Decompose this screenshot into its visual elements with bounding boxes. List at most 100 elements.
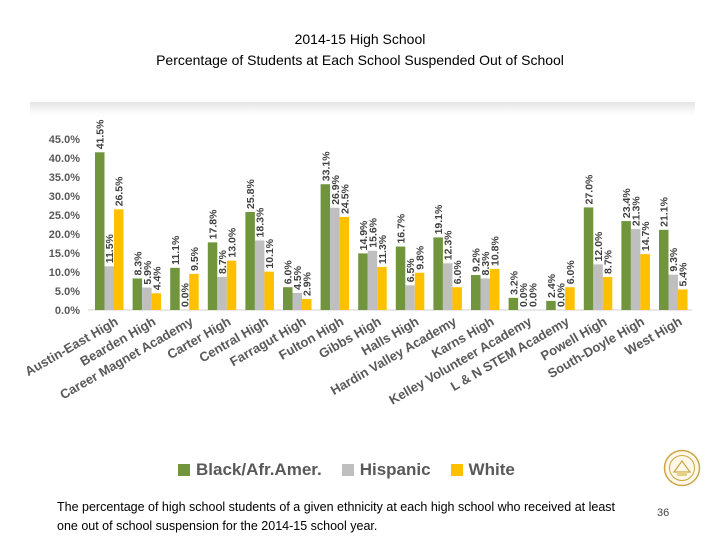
data-label: 4.4%: [151, 266, 163, 291]
bar: [433, 237, 443, 310]
bar: [471, 275, 481, 310]
chart-legend: Black/Afr.Amer. Hispanic White: [178, 460, 535, 480]
bar: [565, 287, 575, 310]
data-label: 18.3%: [255, 207, 267, 237]
data-label: 11.5%: [104, 233, 116, 263]
legend-item-black: Black/Afr.Amer.: [178, 460, 322, 480]
y-tick-label: 40.0%: [49, 153, 80, 165]
bar: [593, 264, 603, 310]
bar: [245, 211, 255, 310]
bar: [292, 292, 302, 310]
data-label: 11.3%: [377, 234, 389, 264]
bar: [546, 300, 556, 310]
header-divider: [30, 102, 695, 116]
data-label: 17.8%: [208, 209, 220, 239]
bar: [207, 242, 218, 310]
data-label: 0.0%: [555, 282, 567, 307]
data-label: 5.4%: [678, 262, 690, 287]
legend-swatch-black: [178, 464, 190, 476]
data-label: 24.5%: [339, 183, 351, 213]
bar: [452, 287, 462, 310]
data-label: 4.5%: [292, 265, 304, 290]
data-label: 41.5%: [95, 119, 107, 149]
legend-item-hispanic: Hispanic: [341, 460, 431, 480]
bar: [405, 285, 415, 310]
data-label: 14.9%: [358, 220, 370, 250]
bar: [490, 268, 500, 310]
legend-label-white: White: [468, 460, 515, 479]
bar: [95, 152, 105, 310]
y-tick-label: 35.0%: [49, 172, 80, 184]
school-district-seal-icon: [663, 449, 701, 492]
y-tick-label: 45.0%: [49, 134, 80, 146]
data-label: 6.0%: [283, 260, 295, 285]
bar: [583, 207, 594, 310]
bar-chart: 0.0% 5.0% 10.0% 15.0% 20.0% 25.0% 30.0% 35.0% 40…: [22, 119, 692, 408]
data-label: 5.9%: [142, 260, 154, 285]
data-label: 6.5%: [405, 258, 417, 283]
bar: [170, 267, 180, 310]
legend-swatch-white: [450, 464, 463, 476]
data-label: 33.1%: [320, 151, 332, 181]
data-label: 19.1%: [433, 204, 445, 234]
legend-item-white: White: [450, 460, 515, 480]
data-label: 2.9%: [302, 271, 314, 296]
bar: [367, 250, 378, 310]
data-label: 27.0%: [584, 174, 596, 204]
data-label: 0.0%: [179, 282, 191, 307]
bar: [508, 297, 519, 310]
bar: [283, 287, 293, 310]
bar: [659, 229, 669, 310]
data-label: 15.6%: [367, 217, 379, 247]
data-label: 8.3%: [132, 251, 144, 276]
bar: [226, 260, 237, 310]
y-tick-label: 10.0%: [49, 267, 80, 279]
data-label: 6.0%: [452, 260, 464, 285]
bar: [320, 184, 331, 310]
y-tick-label: 15.0%: [49, 248, 80, 260]
bar: [630, 229, 641, 310]
legend-label-black: Black/Afr.Amer.: [196, 460, 322, 479]
bar: [302, 298, 312, 310]
bar: [264, 271, 274, 310]
chart-title-line-1: 2014-15 High School: [294, 31, 426, 47]
data-label: 6.0%: [565, 260, 577, 285]
bar: [104, 266, 114, 310]
data-label: 8.7%: [603, 249, 615, 274]
legend-label-hispanic: Hispanic: [359, 460, 431, 479]
data-label: 13.0%: [227, 227, 239, 257]
bar: [602, 276, 613, 310]
data-label: 11.1%: [170, 235, 182, 265]
data-label: 8.3%: [480, 251, 492, 276]
data-label: 23.4%: [621, 188, 633, 218]
data-label: 16.7%: [396, 213, 408, 243]
bar: [480, 278, 490, 310]
data-label: 3.2%: [508, 270, 520, 295]
data-label: 9.2%: [471, 247, 483, 272]
data-label: 10.8%: [490, 236, 502, 266]
data-label: 12.3%: [443, 230, 455, 260]
data-label: 9.3%: [668, 247, 680, 272]
data-label: 0.0%: [518, 282, 530, 307]
data-label: 14.7%: [640, 221, 652, 251]
data-label: 9.5%: [189, 246, 201, 271]
data-label: 21.1%: [659, 196, 671, 226]
bar: [414, 272, 425, 310]
bar: [621, 221, 631, 310]
bar: [151, 293, 162, 310]
slide-caption: The percentage of high school students o…: [57, 500, 615, 533]
bar: [339, 216, 350, 310]
data-label: 9.8%: [415, 245, 427, 270]
bar: [114, 209, 124, 310]
data-label: 12.0%: [593, 231, 605, 261]
bar: [330, 207, 340, 310]
y-tick-label: 0.0%: [55, 305, 80, 317]
data-label: 26.9%: [330, 174, 342, 204]
y-tick-label: 25.0%: [49, 210, 80, 222]
bar: [395, 246, 406, 310]
data-label: 25.8%: [245, 179, 257, 209]
bar: [678, 289, 688, 310]
data-label: 2.4%: [546, 273, 558, 298]
bar: [132, 278, 143, 310]
bar: [358, 253, 368, 310]
